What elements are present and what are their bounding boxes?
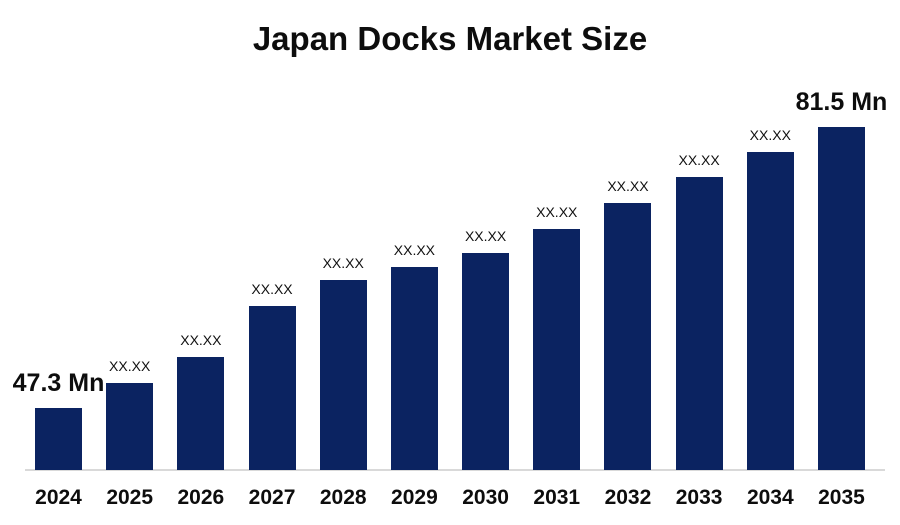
bar-value-label-2024: 47.3 Mn — [12, 369, 105, 397]
bar-2027 — [248, 306, 296, 470]
bar-value-label-2025: XX.XX — [109, 358, 151, 374]
bar-2031 — [533, 229, 581, 470]
x-axis-label-2032: 2032 — [604, 486, 652, 509]
bar-2035 — [817, 127, 865, 470]
bar-value-label-2034: XX.XX — [749, 127, 791, 143]
bar-value-label-2033: XX.XX — [678, 152, 720, 168]
bar-2034 — [746, 152, 794, 470]
x-axis-label-2024: 2024 — [35, 486, 82, 509]
bar-value-label-2032: XX.XX — [607, 178, 649, 194]
x-axis-label-2026: 2026 — [177, 486, 225, 509]
x-axis-label-2025: 2025 — [106, 486, 154, 509]
bar-2033 — [675, 177, 723, 470]
bar-2029 — [390, 267, 438, 470]
bar-value-label-2029: XX.XX — [393, 242, 436, 258]
bar-2025 — [106, 383, 154, 470]
bar-value-label-2030: XX.XX — [464, 228, 507, 244]
bar-value-label-2028: XX.XX — [322, 255, 364, 271]
x-axis-label-2029: 2029 — [391, 486, 438, 509]
bar-2026 — [177, 357, 225, 470]
bar-value-label-2035: 81.5 Mn — [795, 88, 888, 116]
bar-2024 — [35, 408, 82, 470]
x-axis-label-2035: 2035 — [818, 486, 865, 509]
bar-value-label-2031: XX.XX — [536, 204, 578, 220]
x-axis-line — [25, 469, 885, 471]
x-axis-label-2033: 2033 — [675, 486, 723, 509]
x-axis-label-2034: 2034 — [746, 486, 794, 509]
x-axis-label-2027: 2027 — [248, 486, 296, 509]
bar-value-label-2026: XX.XX — [180, 332, 222, 348]
bar-2030 — [462, 253, 510, 470]
bar-value-label-2027: XX.XX — [251, 281, 293, 297]
chart-title: Japan Docks Market Size — [252, 20, 648, 57]
bar-2028 — [319, 280, 367, 470]
x-axis-label-2028: 2028 — [319, 486, 367, 509]
x-axis-label-2030: 2030 — [462, 486, 509, 509]
bar-2032 — [604, 203, 652, 470]
x-axis-label-2031: 2031 — [533, 486, 581, 509]
